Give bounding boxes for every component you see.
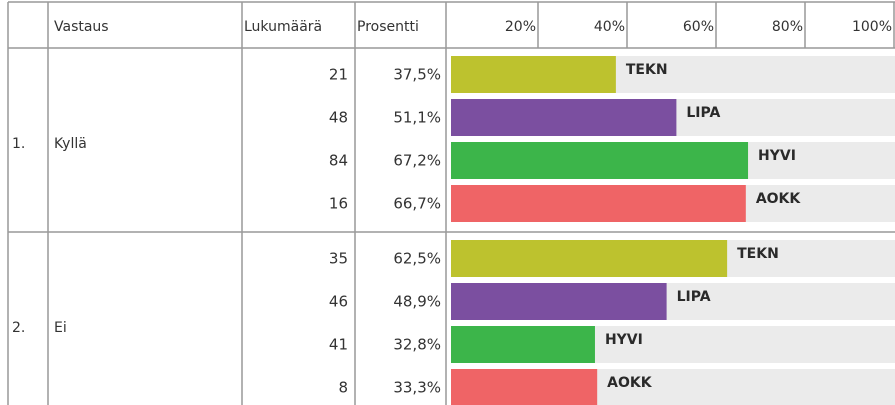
bar-label: TEKN (737, 246, 779, 262)
bar (451, 326, 595, 363)
count: 8 (338, 379, 348, 397)
tick-label: 80% (772, 19, 803, 35)
bar-label: LIPA (677, 289, 711, 305)
bar (451, 240, 728, 277)
percent: 33,3% (393, 379, 441, 397)
bar-label: TEKN (626, 62, 668, 78)
bar (451, 283, 667, 320)
bar (451, 369, 598, 405)
bar (451, 142, 749, 179)
count: 48 (329, 109, 348, 127)
percent: 67,2% (393, 152, 441, 170)
answer-label: Ei (54, 320, 67, 336)
count: 21 (329, 66, 348, 84)
percent: 37,5% (393, 66, 441, 84)
tick-label: 60% (683, 19, 714, 35)
percent: 66,7% (393, 195, 441, 213)
tick-label: 20% (505, 19, 536, 35)
bar (451, 56, 616, 93)
percent: 62,5% (393, 250, 441, 268)
column-header: Lukumäärä (244, 19, 322, 35)
count: 46 (329, 293, 348, 311)
answer-label: Kyllä (54, 136, 87, 152)
bar-label: AOKK (756, 191, 802, 207)
column-header: Vastaus (54, 19, 109, 35)
bar-label: LIPA (686, 105, 720, 121)
percent: 51,1% (393, 109, 441, 127)
answer-number: 2. (12, 320, 25, 336)
count: 84 (329, 152, 348, 170)
count: 16 (329, 195, 348, 213)
bar (451, 99, 677, 136)
percent: 32,8% (393, 336, 441, 354)
column-header: Prosentti (357, 19, 419, 35)
tick-label: 40% (594, 19, 625, 35)
count: 41 (329, 336, 348, 354)
bar-label: AOKK (607, 375, 653, 391)
bar-label: HYVI (605, 332, 643, 348)
bar (451, 185, 746, 222)
answer-number: 1. (12, 136, 25, 152)
bar-label: HYVI (758, 148, 796, 164)
count: 35 (329, 250, 348, 268)
tick-label: 100% (852, 19, 892, 35)
percent: 48,9% (393, 293, 441, 311)
